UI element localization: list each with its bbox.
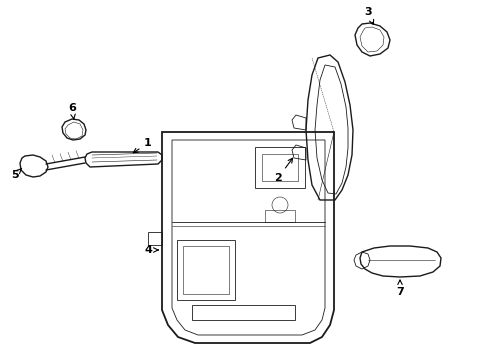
Text: 5: 5 <box>11 168 21 180</box>
Text: 3: 3 <box>364 7 373 24</box>
Text: 2: 2 <box>274 158 292 183</box>
Text: 6: 6 <box>68 103 76 119</box>
Text: 4: 4 <box>144 245 158 255</box>
Text: 7: 7 <box>395 280 403 297</box>
Text: 1: 1 <box>133 138 152 153</box>
